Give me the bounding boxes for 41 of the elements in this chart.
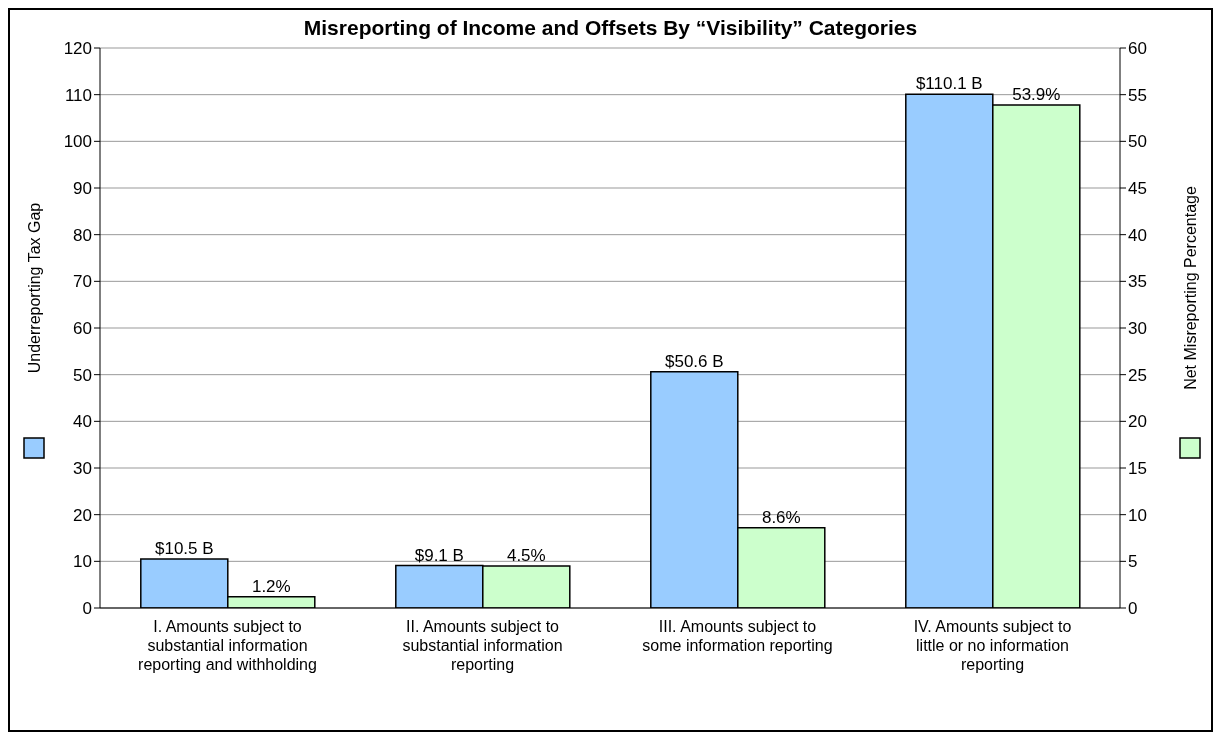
- y2-tick-label: 40: [1128, 225, 1147, 245]
- data-label: 4.5%: [506, 546, 546, 565]
- y-tick-label: 20: [73, 505, 92, 525]
- y2-tick-label: 45: [1128, 179, 1147, 199]
- y2-tick-label: 25: [1128, 365, 1147, 385]
- chart-title: Misreporting of Income and Offsets By “Visibility” Categories: [302, 16, 919, 39]
- y-tick-label: 90: [73, 179, 92, 199]
- data-label: 53.9%: [1012, 84, 1061, 104]
- y-tick-label: 110: [64, 85, 92, 105]
- x-tick-label: III. Amounts subject to some information reporting: [642, 618, 833, 654]
- y-tick-label: 80: [73, 225, 92, 245]
- y2-tick-label: 35: [1128, 272, 1147, 292]
- y-tick-label: 50: [73, 365, 92, 385]
- y2-tick-label: 50: [1128, 132, 1147, 152]
- data-label: 8.6%: [761, 507, 801, 527]
- y2-tick-label: 55: [1128, 85, 1147, 105]
- data-label: $50.6 B: [665, 351, 724, 371]
- y2-tick-label: 10: [1128, 505, 1147, 525]
- y-tick-label: 100: [63, 132, 92, 152]
- y2-tick-label: 30: [1128, 319, 1147, 339]
- y2-tick-label: 0: [1128, 599, 1138, 619]
- x-tick-label: I. Amounts subject to substantial information reporting and withholding: [138, 618, 317, 673]
- data-label: 1.2%: [251, 576, 291, 596]
- x-tick-label: II. Amounts subject to substantial information reporting: [402, 618, 563, 673]
- y-axis-title: Underreporting Tax Gap: [25, 202, 43, 374]
- y-tick-label: 30: [73, 459, 92, 479]
- y-tick-label: 40: [73, 412, 92, 432]
- y-tick-label: 0: [82, 599, 92, 619]
- x-tick-label: IV. Amounts subject to little or no information reporting: [913, 618, 1072, 673]
- y-tick-label: 120: [63, 39, 92, 59]
- data-label: $10.5 B: [155, 539, 214, 558]
- y-tick-label: 10: [73, 552, 92, 572]
- data-label: $9.1 B: [414, 545, 464, 565]
- y2-axis-title: Net Misreporting Percentage: [1181, 186, 1199, 390]
- data-label: $110.1 B: [915, 74, 983, 94]
- y-tick-label: 60: [73, 319, 92, 339]
- y2-tick-label: 60: [1128, 39, 1147, 59]
- y2-tick-label: 20: [1128, 412, 1147, 432]
- y-tick-label: 70: [73, 272, 92, 292]
- y2-tick-label: 5: [1128, 552, 1138, 572]
- y2-tick-label: 15: [1128, 459, 1147, 479]
